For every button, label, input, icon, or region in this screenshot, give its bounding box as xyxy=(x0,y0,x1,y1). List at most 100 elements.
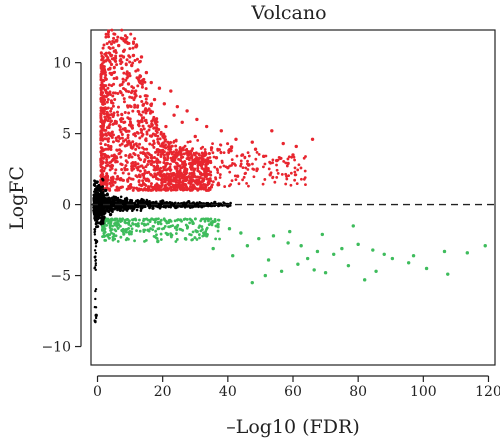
data-point-down xyxy=(305,256,310,261)
texture-point xyxy=(161,175,165,178)
texture-point xyxy=(121,77,125,81)
data-point-up xyxy=(131,53,136,58)
data-point-down xyxy=(250,280,254,285)
texture-point xyxy=(246,168,250,171)
texture-point xyxy=(107,236,111,240)
texture-point xyxy=(161,177,165,181)
texture-point xyxy=(123,34,127,38)
texture-point xyxy=(133,202,137,206)
x-tick-label: 60 xyxy=(284,384,302,400)
texture-point xyxy=(121,171,125,175)
texture-point xyxy=(111,177,115,181)
texture-point xyxy=(94,316,98,320)
texture-point xyxy=(100,131,104,135)
texture-point xyxy=(123,201,127,205)
texture-point xyxy=(107,113,111,117)
texture-point xyxy=(132,151,136,155)
texture-point xyxy=(115,110,119,114)
texture-point xyxy=(125,58,129,62)
texture-point xyxy=(103,227,107,231)
data-point-down xyxy=(271,234,276,238)
texture-point xyxy=(175,152,179,156)
texture-point xyxy=(199,147,203,150)
texture-point xyxy=(113,180,117,184)
texture-point xyxy=(162,136,166,140)
data-point-down xyxy=(299,244,303,248)
texture-point xyxy=(112,77,116,81)
texture-point xyxy=(104,73,108,77)
texture-point xyxy=(185,188,189,192)
texture-point xyxy=(94,297,97,301)
texture-point xyxy=(140,85,144,89)
data-point-down xyxy=(257,236,261,241)
data-point-up xyxy=(143,187,147,191)
texture-point xyxy=(223,185,227,188)
texture-point xyxy=(158,171,162,175)
texture-point xyxy=(110,136,114,140)
texture-point xyxy=(237,182,241,186)
texture-point xyxy=(116,91,120,95)
texture-point xyxy=(143,183,147,186)
texture-point xyxy=(109,144,113,148)
texture-point xyxy=(130,227,134,231)
texture-point xyxy=(111,179,115,183)
data-point-down xyxy=(227,227,232,231)
data-point-up xyxy=(139,55,144,59)
texture-point xyxy=(169,235,173,239)
texture-point xyxy=(94,287,98,291)
texture-point xyxy=(148,142,152,146)
texture-point xyxy=(151,228,155,232)
texture-point xyxy=(208,178,211,182)
texture-point xyxy=(239,162,243,166)
texture-point xyxy=(140,201,143,205)
texture-point xyxy=(121,178,125,182)
texture-point xyxy=(168,165,172,169)
data-point-up xyxy=(133,92,137,96)
texture-point xyxy=(181,155,185,159)
texture-point xyxy=(185,218,189,221)
texture-point xyxy=(216,218,220,222)
texture-point xyxy=(115,222,119,226)
data-point-up xyxy=(151,185,155,190)
texture-point xyxy=(294,173,298,177)
texture-point xyxy=(107,196,111,200)
texture-point xyxy=(169,156,173,160)
texture-point xyxy=(101,122,105,126)
texture-point xyxy=(286,157,290,161)
texture-point xyxy=(94,263,97,267)
texture-point xyxy=(138,136,142,140)
texture-point xyxy=(196,139,200,142)
texture-point xyxy=(136,162,140,166)
texture-point xyxy=(217,204,220,208)
data-point-down xyxy=(406,261,411,265)
data-point-down xyxy=(356,242,360,247)
texture-point xyxy=(181,181,185,185)
texture-point xyxy=(103,143,107,147)
texture-point xyxy=(101,235,104,239)
texture-point xyxy=(110,53,114,57)
texture-point xyxy=(206,162,210,166)
texture-point xyxy=(192,151,196,155)
data-point-down xyxy=(315,249,320,254)
texture-point xyxy=(104,132,108,136)
texture-point xyxy=(176,175,180,179)
texture-point xyxy=(136,199,139,203)
texture-point xyxy=(149,227,152,230)
texture-point xyxy=(293,166,297,170)
data-point-up xyxy=(291,153,295,157)
texture-point xyxy=(194,187,198,191)
texture-point xyxy=(135,229,138,233)
data-point-down xyxy=(346,263,351,268)
texture-point xyxy=(108,122,112,126)
texture-point xyxy=(153,168,157,172)
texture-point xyxy=(113,32,117,36)
texture-point xyxy=(95,200,98,204)
texture-point xyxy=(119,162,123,166)
texture-point xyxy=(242,175,246,179)
data-point-up xyxy=(240,153,245,157)
texture-point xyxy=(247,154,251,158)
texture-point xyxy=(169,147,173,151)
texture-point xyxy=(169,186,173,190)
texture-point xyxy=(166,221,170,224)
texture-point xyxy=(169,219,173,223)
